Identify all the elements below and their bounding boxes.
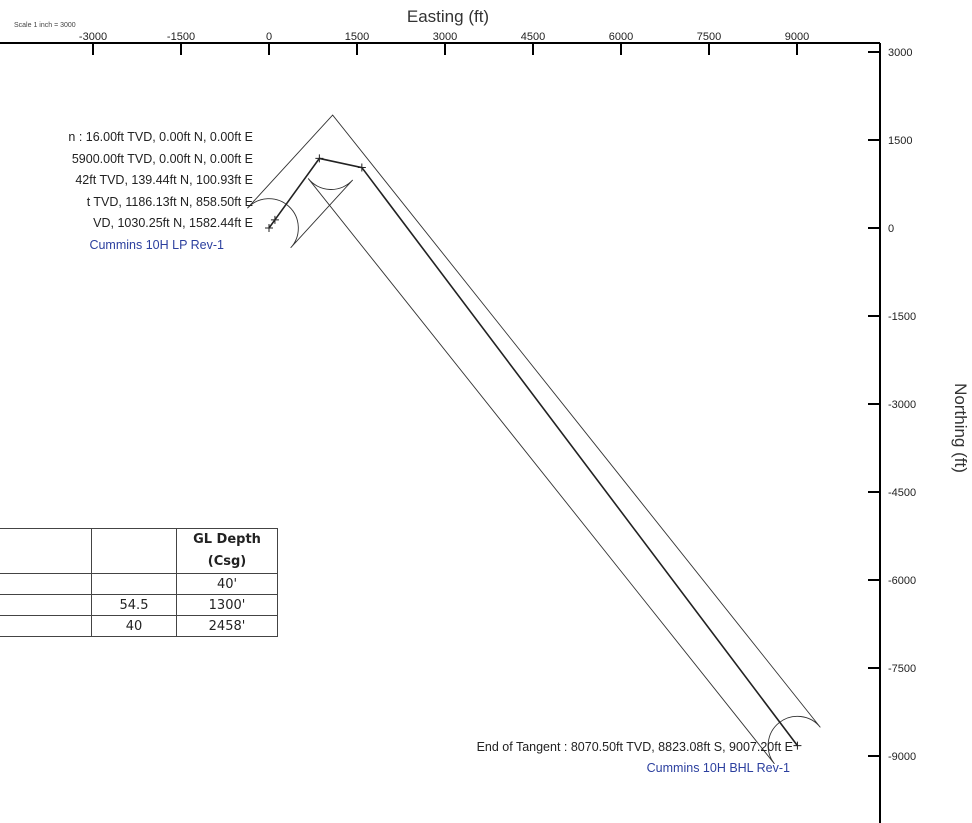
survey-marker bbox=[265, 224, 273, 232]
casing-cell: 40 bbox=[91, 615, 177, 637]
y-tick-label: -1500 bbox=[888, 311, 916, 323]
y-tick-label: 3000 bbox=[888, 47, 912, 59]
survey-marker bbox=[357, 163, 366, 172]
casing-subheader-cell bbox=[91, 551, 177, 574]
y-axis-ticks: 3000 1500 0 -1500 -3000 -4500 -6000 -7500 -9000 bbox=[868, 47, 916, 763]
lp-target-label: Cummins 10H LP Rev-1 bbox=[89, 238, 224, 252]
casing-cell: 54.5 bbox=[91, 594, 177, 616]
casing-header-cell bbox=[0, 528, 92, 551]
casing-subheader-row: (Csg) bbox=[0, 551, 278, 574]
end-of-tangent-label: End of Tangent : 8070.50ft TVD, 8823.08f… bbox=[477, 740, 793, 754]
y-tick-label: -7500 bbox=[888, 663, 916, 675]
survey-marker bbox=[793, 741, 802, 750]
casing-header-gl-depth: GL Depth bbox=[176, 528, 278, 551]
y-tick-label: -4500 bbox=[888, 487, 916, 499]
x-tick-label: 1500 bbox=[345, 31, 369, 43]
x-tick-label: 0 bbox=[266, 31, 272, 43]
annotation-line-4: t TVD, 1186.13ft N, 858.50ft E bbox=[87, 195, 253, 209]
casing-row: 40 2458' bbox=[0, 615, 278, 637]
annotation-line-3: 42ft TVD, 139.44ft N, 100.93ft E bbox=[75, 173, 253, 187]
x-tick-label: 4500 bbox=[521, 31, 545, 43]
bhl-target-label: Cummins 10H BHL Rev-1 bbox=[647, 761, 790, 775]
left-annotations: n : 16.00ft TVD, 0.00ft N, 0.00ft E 5900… bbox=[68, 130, 253, 252]
casing-cell: 40' bbox=[176, 573, 278, 595]
x-tick-label: 3000 bbox=[433, 31, 457, 43]
casing-cell: 1300' bbox=[176, 594, 278, 616]
annotation-line-5: VD, 1030.25ft N, 1582.44ft E bbox=[93, 216, 253, 230]
y-tick-label: -3000 bbox=[888, 399, 916, 411]
casing-cell bbox=[91, 573, 177, 595]
casing-cell bbox=[0, 573, 92, 595]
casing-header-row: GL Depth bbox=[0, 528, 278, 551]
x-tick-label: 7500 bbox=[697, 31, 721, 43]
casing-cell bbox=[0, 615, 92, 637]
casing-table: GL Depth (Csg) 40' 54.5 1300' 40 2458' bbox=[0, 528, 278, 637]
y-tick-label: 0 bbox=[888, 223, 894, 235]
casing-row: 54.5 1300' bbox=[0, 594, 278, 616]
x-tick-label: 9000 bbox=[785, 31, 809, 43]
casing-cell: 2458' bbox=[176, 615, 278, 637]
x-tick-label: -1500 bbox=[167, 31, 195, 43]
y-tick-label: -6000 bbox=[888, 575, 916, 587]
y-axis-title: Northing (ft) bbox=[951, 383, 970, 473]
scale-note: Scale 1 inch = 3000 bbox=[14, 22, 76, 29]
casing-subheader-csg: (Csg) bbox=[176, 551, 278, 574]
y-tick-label: 1500 bbox=[888, 135, 912, 147]
x-axis-ticks: -3000 -1500 0 1500 3000 4500 6000 7500 9000 bbox=[79, 31, 809, 55]
survey-markers bbox=[265, 154, 802, 750]
y-tick-label: -9000 bbox=[888, 751, 916, 763]
casing-cell bbox=[0, 594, 92, 616]
x-tick-label: -3000 bbox=[79, 31, 107, 43]
offset-buffer-outline bbox=[247, 114, 821, 765]
casing-row: 40' bbox=[0, 573, 278, 595]
casing-subheader-cell bbox=[0, 551, 92, 574]
annotation-line-2: 5900.00ft TVD, 0.00ft N, 0.00ft E bbox=[72, 152, 253, 166]
survey-marker bbox=[270, 215, 279, 224]
x-tick-label: 6000 bbox=[609, 31, 633, 43]
wellbore-path-line bbox=[268, 157, 799, 747]
x-axis-title: Easting (ft) bbox=[407, 7, 489, 26]
annotation-line-1: n : 16.00ft TVD, 0.00ft N, 0.00ft E bbox=[68, 130, 253, 144]
casing-header-cell bbox=[91, 528, 177, 551]
survey-marker bbox=[315, 154, 324, 163]
